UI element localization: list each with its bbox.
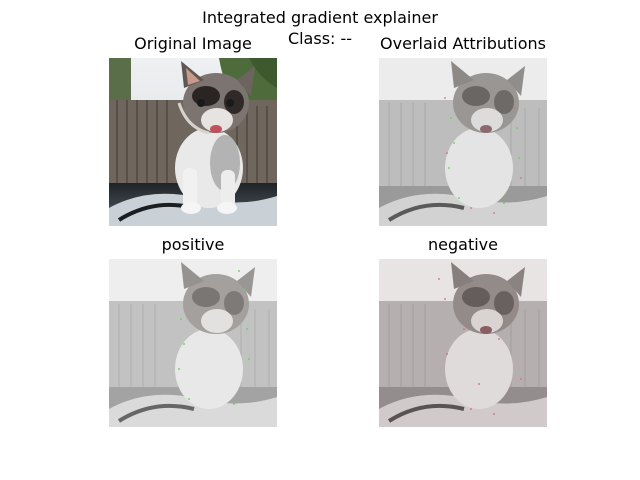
figure-title: Integrated gradient explainer xyxy=(202,8,438,27)
panel-title-negative: negative xyxy=(428,235,498,254)
original-image xyxy=(109,58,277,226)
kitten-attribution-overlay xyxy=(379,58,547,226)
class-label: Class: -- xyxy=(287,29,353,48)
panel-title-positive: positive xyxy=(161,235,225,254)
panel-title-overlaid: Overlaid Attributions xyxy=(380,34,546,53)
positive-attributions-image xyxy=(109,259,277,427)
kitten-positive-attribution xyxy=(109,259,277,427)
negative-attributions-image xyxy=(379,259,547,427)
panel-title-original: Original Image xyxy=(134,34,252,53)
kitten-negative-attribution xyxy=(379,259,547,427)
kitten-photo xyxy=(109,58,277,226)
overlaid-attributions-image xyxy=(379,58,547,226)
